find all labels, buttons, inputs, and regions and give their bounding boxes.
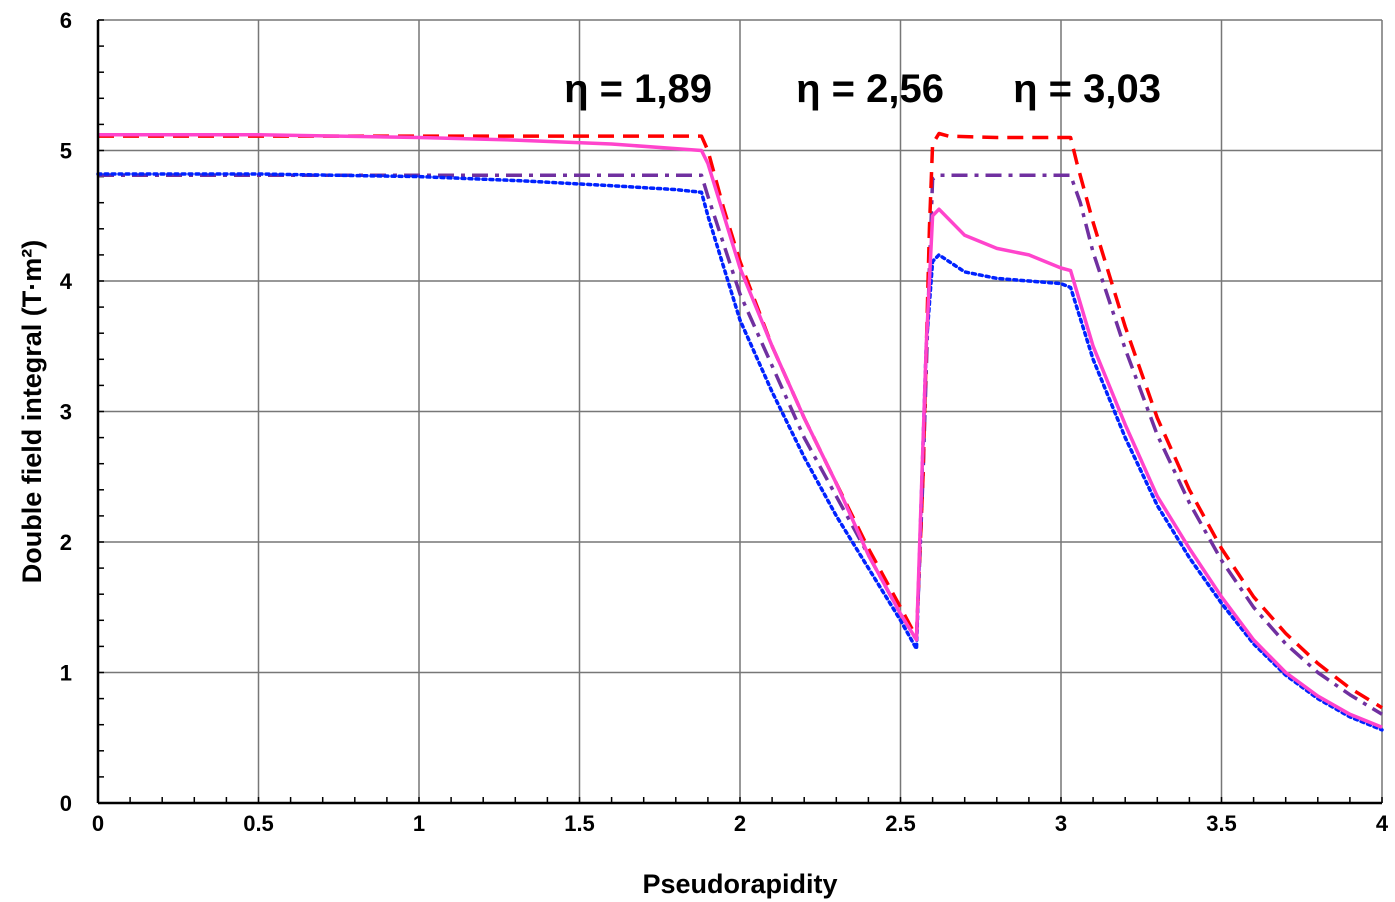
y-tick-label-2: 2 xyxy=(60,530,72,555)
x-tick-label-4: 2 xyxy=(734,811,746,836)
tick-labels: 0 0.5 1 1.5 2 2.5 3 3.5 4 0 1 2 3 4 5 6 xyxy=(60,8,1389,836)
x-axis-title: Pseudorapidity xyxy=(642,869,837,899)
grid xyxy=(97,19,1383,804)
x-tick-label-2: 1 xyxy=(413,811,425,836)
annotations: η = 1,89 η = 2,56 η = 3,03 xyxy=(564,67,1161,111)
series-layer xyxy=(96,131,1384,732)
y-tick-label-3: 3 xyxy=(60,400,72,425)
x-tick-label-6: 3 xyxy=(1055,811,1067,836)
x-tick-label-3: 1.5 xyxy=(564,811,595,836)
x-tick-label-7: 3.5 xyxy=(1206,811,1237,836)
annotation-eta-2: η = 2,56 xyxy=(796,67,944,111)
x-tick-label-8: 4 xyxy=(1376,811,1389,836)
axes xyxy=(96,20,1382,805)
series-dashed-line xyxy=(98,131,1383,710)
y-tick-label-6: 6 xyxy=(60,8,72,33)
x-tick-label-0: 0 xyxy=(92,811,104,836)
series-solid-line xyxy=(98,133,1383,729)
annotation-eta-1: η = 1,89 xyxy=(564,67,712,111)
y-tick-label-1: 1 xyxy=(60,661,72,686)
y-tick-label-0: 0 xyxy=(60,791,72,816)
x-tick-label-5: 2.5 xyxy=(885,811,916,836)
series-dotted-line xyxy=(96,172,1384,732)
y-tick-label-4: 4 xyxy=(60,269,73,294)
y-tick-label-5: 5 xyxy=(60,139,72,164)
annotation-eta-3: η = 3,03 xyxy=(1013,67,1161,111)
y-axis-title: Double field integral (T·m²) xyxy=(17,240,47,584)
x-tick-label-1: 0.5 xyxy=(243,811,274,836)
